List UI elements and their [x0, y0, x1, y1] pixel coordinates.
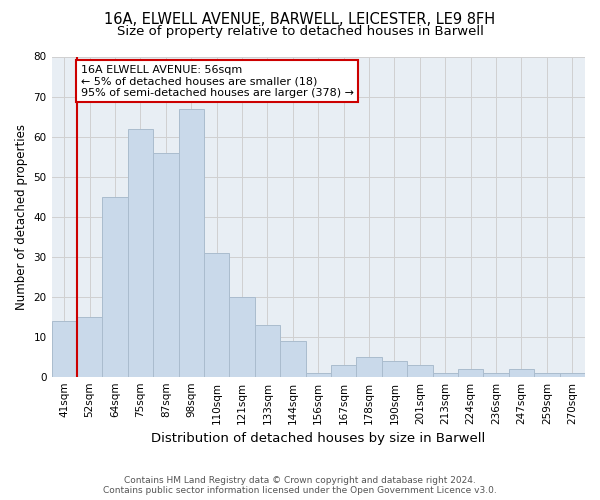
Y-axis label: Number of detached properties: Number of detached properties: [15, 124, 28, 310]
Bar: [534, 372, 560, 376]
Text: Size of property relative to detached houses in Barwell: Size of property relative to detached ho…: [116, 25, 484, 38]
Bar: [560, 372, 585, 376]
Bar: [484, 372, 509, 376]
Bar: [305, 372, 331, 376]
Bar: [153, 152, 179, 376]
Bar: [128, 128, 153, 376]
Bar: [433, 372, 458, 376]
Bar: [382, 360, 407, 376]
Bar: [77, 316, 103, 376]
Bar: [280, 340, 305, 376]
Text: 16A, ELWELL AVENUE, BARWELL, LEICESTER, LE9 8FH: 16A, ELWELL AVENUE, BARWELL, LEICESTER, …: [104, 12, 496, 28]
X-axis label: Distribution of detached houses by size in Barwell: Distribution of detached houses by size …: [151, 432, 485, 445]
Bar: [179, 108, 204, 376]
Bar: [331, 364, 356, 376]
Bar: [407, 364, 433, 376]
Bar: [103, 196, 128, 376]
Bar: [255, 324, 280, 376]
Bar: [509, 368, 534, 376]
Text: Contains HM Land Registry data © Crown copyright and database right 2024.
Contai: Contains HM Land Registry data © Crown c…: [103, 476, 497, 495]
Text: 16A ELWELL AVENUE: 56sqm
← 5% of detached houses are smaller (18)
95% of semi-de: 16A ELWELL AVENUE: 56sqm ← 5% of detache…: [81, 64, 354, 98]
Bar: [229, 296, 255, 376]
Bar: [52, 320, 77, 376]
Bar: [458, 368, 484, 376]
Bar: [204, 252, 229, 376]
Bar: [356, 356, 382, 376]
